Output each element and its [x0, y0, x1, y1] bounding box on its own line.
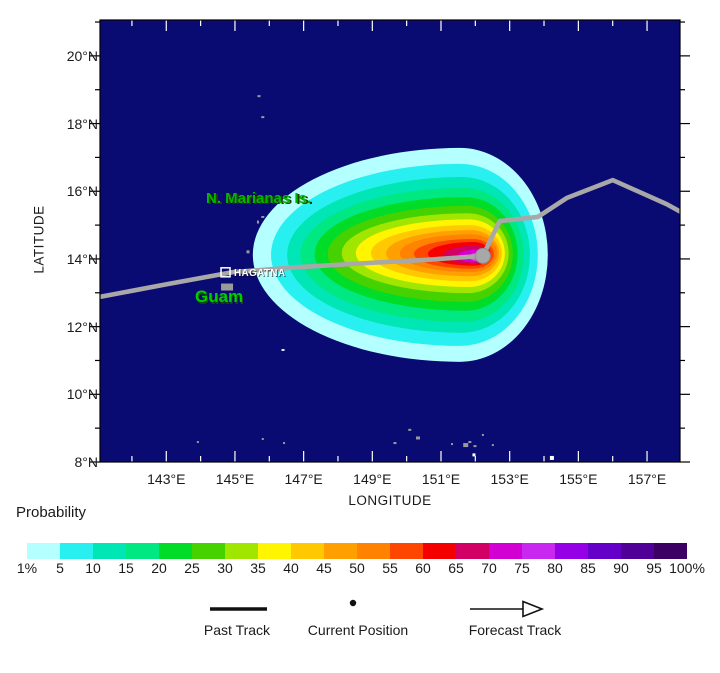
colorbar [27, 543, 687, 559]
colorbar-segment [159, 543, 192, 559]
colorbar-segment [489, 543, 522, 559]
y-tick-label: 20°N [66, 47, 98, 64]
colorbar-tick-label: 10 [85, 560, 101, 576]
colorbar-segment [192, 543, 225, 559]
y-tick-label: 10°N [66, 386, 98, 403]
colorbar-segment [588, 543, 621, 559]
colorbar-tick-label: 30 [217, 560, 233, 576]
current-position-dot-icon [349, 599, 357, 607]
colorbar-segment [60, 543, 93, 559]
colorbar-tick-label: 100% [669, 560, 705, 576]
legend-graphics [210, 599, 545, 618]
colorbar-tick-label: 1% [16, 560, 38, 576]
x-tick-label: 153°E [490, 471, 529, 487]
colorbar-segment [27, 543, 60, 559]
colorbar-tick-label: 40 [283, 560, 299, 576]
colorbar-tick-label: 65 [448, 560, 464, 576]
y-tick-label: 16°N [66, 183, 98, 200]
colorbar-segment [621, 543, 654, 559]
colorbar-segment [654, 543, 687, 559]
label-guam: Guam [195, 287, 244, 306]
y-tick-label: 12°N [66, 318, 98, 335]
colorbar-tick-label: 95 [646, 560, 662, 576]
colorbar-tick-label: 5 [56, 560, 64, 576]
y-tick-label: 18°N [66, 115, 98, 132]
x-tick-label: 143°E [147, 471, 186, 487]
label-hagatna: HAGATNA [234, 268, 286, 279]
colorbar-tick-label: 70 [481, 560, 497, 576]
colorbar-tick-label: 50 [349, 560, 365, 576]
colorbar-segment [456, 543, 489, 559]
colorbar-tick-label: 25 [184, 560, 200, 576]
colorbar-segment [93, 543, 126, 559]
label-n-marianas: N. Marianas Is. [206, 190, 312, 207]
colorbar-tick-label: 60 [415, 560, 431, 576]
forecast-track-arrowhead-icon [522, 600, 545, 618]
colorbar-tick-label: 80 [547, 560, 563, 576]
colorbar-segment [225, 543, 258, 559]
colorbar-title: Probability [16, 504, 87, 521]
colorbar-tick-label: 85 [580, 560, 596, 576]
legend-past-track-label: Past Track [203, 622, 271, 638]
x-tick-label: 157°E [627, 471, 667, 487]
colorbar-segment [258, 543, 291, 559]
colorbar-tick-label: 55 [382, 560, 398, 576]
colorbar-segment [291, 543, 324, 559]
colorbar-tick-label: 75 [514, 560, 530, 576]
colorbar-segment [390, 543, 423, 559]
legend-forecast-track-label: Forecast Track [468, 622, 562, 638]
colorbar-tick-label: 90 [613, 560, 629, 576]
colorbar-segment [555, 543, 588, 559]
colorbar-segment [522, 543, 555, 559]
colorbar-tick-label: 15 [118, 560, 134, 576]
y-tick-label: 14°N [66, 250, 98, 267]
x-tick-label: 155°E [559, 471, 598, 487]
y-axis-title: LATITUDE [31, 205, 47, 274]
x-tick-label: 147°E [284, 471, 323, 487]
colorbar-tick-label: 45 [316, 560, 332, 576]
x-axis-title: LONGITUDE [348, 493, 432, 508]
colorbar-segment [357, 543, 390, 559]
x-tick-label: 145°E [215, 471, 255, 487]
colorbar-tick-label: 35 [250, 560, 266, 576]
colorbar-tick-label: 20 [151, 560, 167, 576]
colorbar-segment [324, 543, 357, 559]
x-tick-label: 149°E [353, 471, 392, 487]
colorbar-segment [423, 543, 456, 559]
legend-current-position-label: Current Position [307, 622, 409, 638]
x-tick-label: 151°E [421, 471, 461, 487]
y-tick-label: 8°N [74, 454, 99, 470]
colorbar-segment [126, 543, 159, 559]
